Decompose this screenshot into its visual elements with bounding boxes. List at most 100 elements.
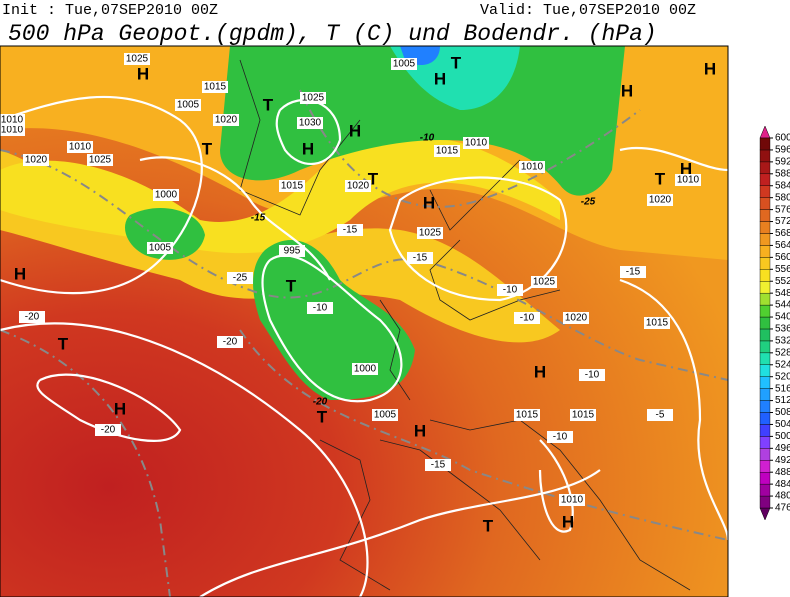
isotherm-label: -10 bbox=[503, 285, 518, 296]
pressure-center: T bbox=[58, 334, 69, 353]
label-box bbox=[372, 409, 398, 421]
label-box bbox=[153, 189, 179, 201]
colorbar-label: 560 bbox=[775, 252, 790, 263]
pressure-center: T bbox=[655, 169, 666, 188]
label-box bbox=[23, 154, 49, 166]
colorbar-label: 496 bbox=[775, 443, 790, 454]
label-box bbox=[434, 145, 460, 157]
colorbar-swatch bbox=[759, 448, 771, 461]
isobar bbox=[538, 439, 574, 533]
label-box bbox=[95, 424, 121, 436]
label-box bbox=[0, 124, 25, 136]
isotherm bbox=[299, 89, 641, 208]
isotherm-label: 1005 bbox=[177, 100, 200, 111]
label-box bbox=[124, 53, 150, 65]
isobar-label: 1015 bbox=[281, 181, 304, 192]
isobar bbox=[0, 322, 369, 597]
colorbar-swatch bbox=[759, 388, 771, 401]
colorbar-label: 580 bbox=[775, 192, 790, 203]
label-box bbox=[570, 409, 596, 421]
isobar-label: 1020 bbox=[649, 195, 672, 206]
isobar-label: 1000 bbox=[155, 190, 178, 201]
isobar-label: 1015 bbox=[436, 146, 459, 157]
colorbar-label: 564 bbox=[775, 240, 790, 251]
colorbar-swatch bbox=[759, 483, 771, 497]
label-box bbox=[217, 336, 243, 348]
label-box bbox=[620, 266, 646, 278]
map-labels: H H T T H H T H H T H T T H H H T H H T bbox=[14, 53, 716, 535]
label-box bbox=[297, 117, 323, 129]
colorbar-label: 540 bbox=[775, 312, 790, 323]
pressure-center: H bbox=[434, 69, 446, 88]
label-box bbox=[175, 99, 201, 111]
isobar bbox=[199, 469, 601, 597]
isotherm-label: -15 bbox=[431, 460, 446, 471]
colorbar-label: 536 bbox=[775, 324, 790, 335]
isotherm-label: -20 bbox=[223, 337, 238, 348]
isobar-label: 1005 bbox=[374, 410, 397, 421]
pressure-center: T bbox=[286, 276, 297, 295]
isobar-label: 1025 bbox=[302, 93, 325, 104]
isobar-label: 1020 bbox=[215, 115, 238, 126]
colorbar-swatch bbox=[759, 209, 771, 222]
colorbar-swatch bbox=[759, 292, 771, 306]
isotherm-label: -15 bbox=[343, 225, 358, 236]
isobar-label: 1020 bbox=[565, 313, 588, 324]
isobar-label: 1010 bbox=[561, 495, 584, 506]
isobar bbox=[261, 254, 403, 403]
label-box bbox=[519, 161, 545, 173]
title: 500 hPa Geopot.(gpdm), T (C) und Bodendr… bbox=[8, 21, 657, 47]
colorbar-label: 548 bbox=[775, 288, 790, 299]
colorbar-label: 532 bbox=[775, 336, 790, 347]
pressure-center: H bbox=[704, 59, 716, 78]
isobar-label: 1020 bbox=[347, 181, 370, 192]
isotherm-label: -5 bbox=[656, 410, 665, 421]
colorbar-label: 516 bbox=[775, 383, 790, 394]
colorbar-swatch bbox=[759, 197, 771, 210]
isobar-label: 1025 bbox=[419, 228, 442, 239]
isobar-label: 1015 bbox=[646, 318, 669, 329]
colorbar-label: 544 bbox=[775, 300, 790, 311]
colorbar-swatch bbox=[759, 376, 771, 389]
pressure-center: H bbox=[137, 64, 149, 83]
pressure-center: H bbox=[562, 512, 574, 531]
isotherm-label: -20 bbox=[25, 312, 40, 323]
pressure-center: T bbox=[451, 53, 462, 72]
colorbar-label: 556 bbox=[775, 264, 790, 275]
label-box bbox=[497, 284, 523, 296]
label-box bbox=[352, 363, 378, 375]
label-box bbox=[300, 92, 326, 104]
label-box bbox=[563, 312, 589, 324]
colorbar: 4764804844884924965005045085125165205245… bbox=[759, 125, 790, 521]
colorbar-label: 512 bbox=[775, 395, 790, 406]
colorbar-label: 528 bbox=[775, 347, 790, 358]
colorbar-label: 572 bbox=[775, 216, 790, 227]
label-box bbox=[531, 276, 557, 288]
isotherm bbox=[239, 329, 728, 541]
label-box bbox=[202, 81, 228, 93]
colorbar-swatch bbox=[759, 185, 771, 198]
colorbar-label: 584 bbox=[775, 180, 790, 191]
colorbar-swatch bbox=[759, 149, 771, 163]
isobar bbox=[388, 176, 568, 302]
colorbar-label: 484 bbox=[775, 479, 790, 490]
colorbar-label: 552 bbox=[775, 276, 790, 287]
isobar bbox=[619, 146, 728, 172]
isotherm-label: -25 bbox=[233, 273, 248, 284]
label-box bbox=[514, 409, 540, 421]
pressure-center: H bbox=[680, 159, 692, 178]
isotherm-label: -10 bbox=[553, 432, 568, 443]
label-box bbox=[0, 114, 25, 126]
label-box bbox=[425, 459, 451, 471]
colorbar-swatch bbox=[759, 137, 771, 151]
label-box bbox=[87, 154, 113, 166]
isotherm-label: -20 bbox=[101, 425, 116, 436]
isobar-label: 1020 bbox=[25, 155, 48, 166]
label-box bbox=[279, 180, 305, 192]
colorbar-arrow bbox=[759, 507, 771, 521]
isobar-label: 1015 bbox=[516, 410, 539, 421]
isobar-labels: 1025 1015 1010 1020 1020 1030 1025 1015 1020 1015… bbox=[0, 53, 701, 506]
colorbar-swatch bbox=[759, 340, 771, 354]
colorbar-swatch bbox=[759, 304, 771, 318]
colorbar-swatch bbox=[759, 412, 771, 425]
